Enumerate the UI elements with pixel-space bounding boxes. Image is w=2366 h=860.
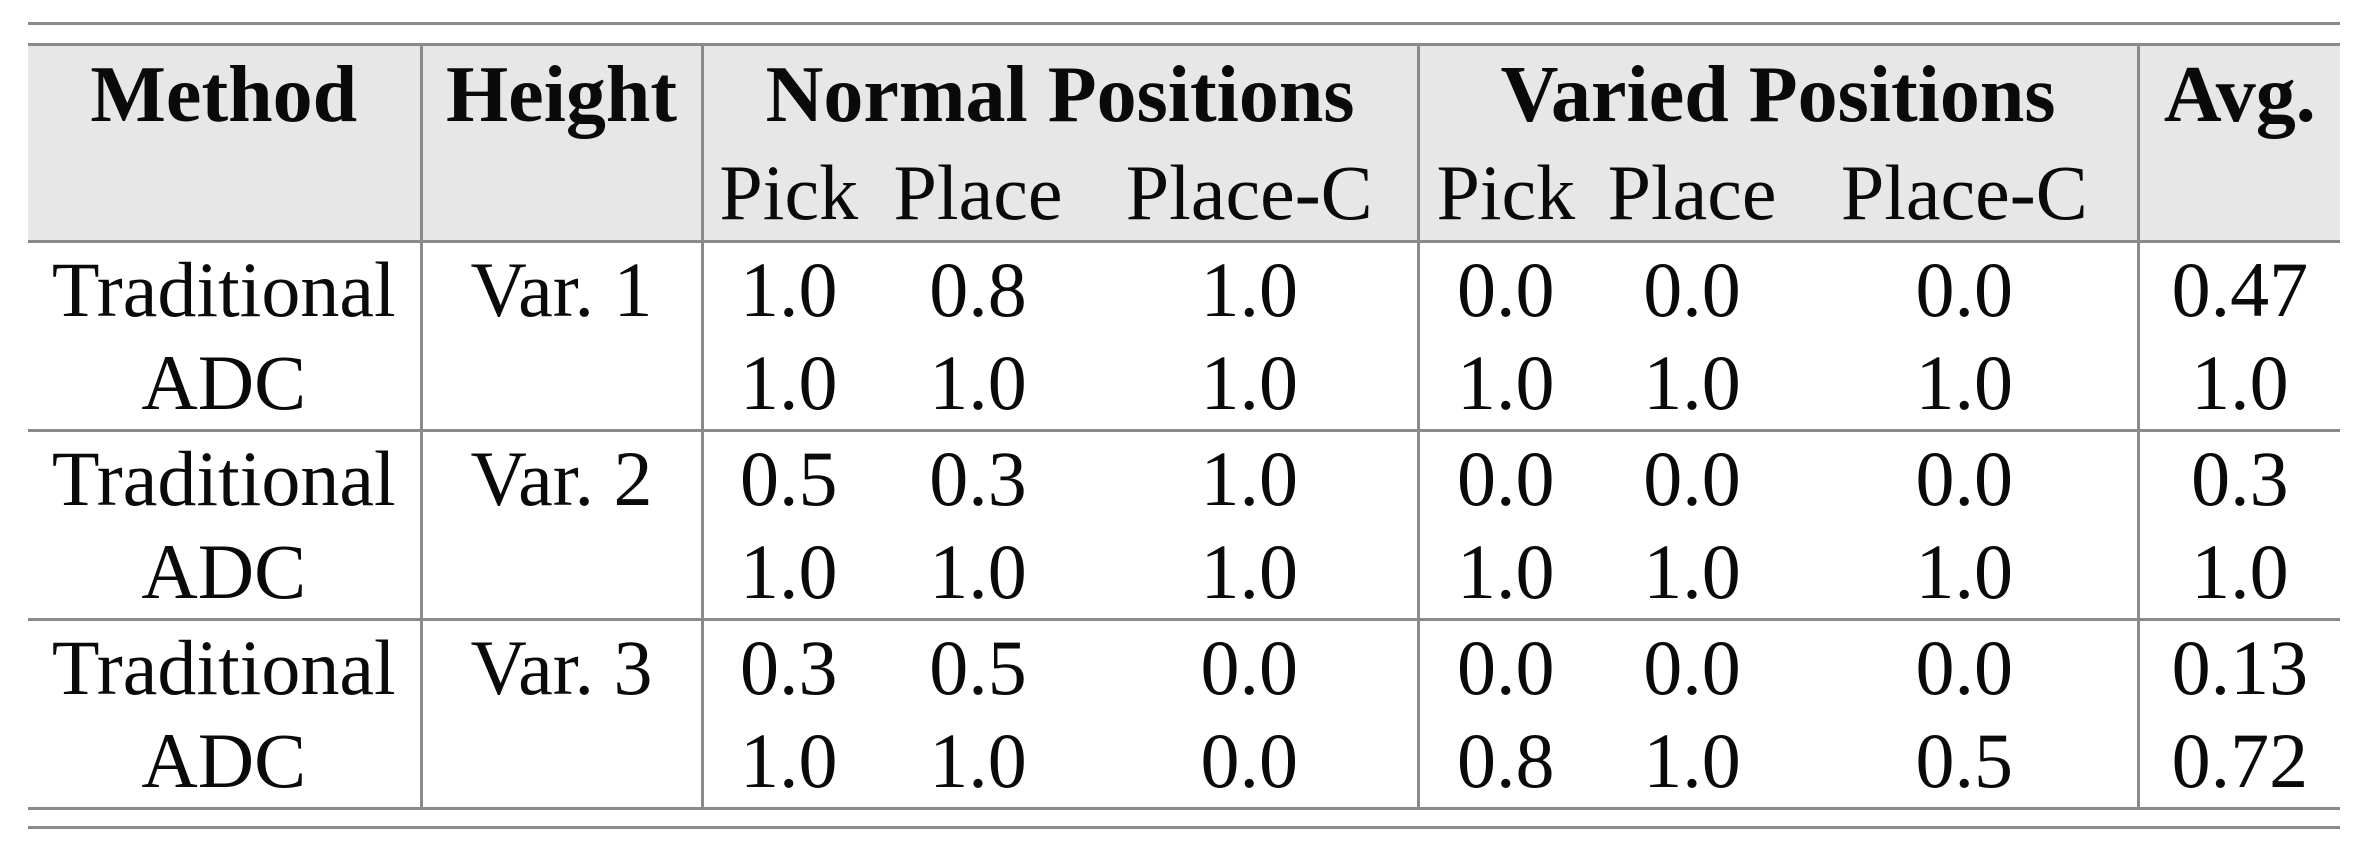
method-cell: ADC: [28, 714, 423, 810]
value-cell: 0.3: [874, 430, 1082, 525]
avg-cell: 0.13: [2138, 619, 2341, 714]
method-cell: ADC: [28, 525, 423, 621]
subheader-normal-pick: Pick: [702, 145, 874, 243]
value-cell: 0.0: [1792, 430, 2140, 525]
value-cell: 1.0: [1082, 525, 1420, 621]
subheader-varied-place-c: Place-C: [1792, 145, 2140, 243]
subheader-varied-pick: Pick: [1418, 145, 1593, 243]
value-cell: 1.0: [1792, 525, 2140, 621]
group-header-varied-positions: Varied Positions: [1418, 44, 2140, 145]
avg-cell: 0.3: [2138, 430, 2341, 525]
subheader-normal-place-c: Place-C: [1082, 145, 1420, 243]
value-cell: 1.0: [1082, 336, 1420, 432]
method-cell: Traditional: [28, 619, 423, 714]
table-row: ADC 1.0 1.0 1.0 1.0 1.0 1.0 1.0: [28, 336, 2341, 432]
paper-table-figure: Method Height Normal Positions Varied Po…: [28, 22, 2341, 829]
header-row-sub: Pick Place Place-C Pick Place Place-C: [28, 145, 2340, 243]
table-row: ADC 1.0 1.0 0.0 0.8 1.0 0.5 0.72: [28, 714, 2341, 810]
value-cell: 1.0: [702, 714, 874, 810]
height-cell: Var. 3: [421, 619, 704, 810]
value-cell: 0.5: [1792, 714, 2140, 810]
table-row: Traditional Var. 3 0.3 0.5 0.0 0.0 0.0 0…: [28, 619, 2341, 810]
value-cell: 1.0: [702, 241, 874, 336]
avg-cell: 1.0: [2138, 525, 2341, 621]
method-cell: Traditional: [28, 241, 423, 336]
value-cell: 1.0: [874, 336, 1082, 432]
table-row: Traditional Var. 1 1.0 0.8 1.0 0.0 0.0 0…: [28, 241, 2341, 432]
value-cell: 1.0: [1792, 336, 2140, 432]
value-cell: 1.0: [1592, 714, 1793, 810]
col-header-height: Height: [421, 44, 704, 243]
value-cell: 0.0: [1592, 241, 1793, 336]
avg-cell: 0.47: [2138, 241, 2341, 336]
value-cell: 1.0: [1082, 241, 1420, 336]
col-header-method: Method: [28, 44, 423, 243]
value-cell: 0.5: [702, 430, 874, 525]
value-cell: 0.0: [1418, 241, 1593, 336]
value-cell: 1.0: [874, 714, 1082, 810]
method-cell: Traditional: [28, 430, 423, 525]
subheader-normal-place: Place: [874, 145, 1082, 243]
value-cell: 0.8: [1418, 714, 1593, 810]
method-cell: ADC: [28, 336, 423, 432]
value-cell: 0.0: [1082, 619, 1420, 714]
value-cell: 0.0: [1418, 430, 1593, 525]
col-header-avg: Avg.: [2138, 44, 2341, 243]
value-cell: 0.0: [1082, 714, 1420, 810]
value-cell: 0.0: [1592, 430, 1793, 525]
avg-cell: 1.0: [2138, 336, 2341, 432]
bottom-double-rule-outer: [28, 826, 2340, 829]
value-cell: 1.0: [1082, 430, 1420, 525]
value-cell: 0.8: [874, 241, 1082, 336]
value-cell: 1.0: [1592, 525, 1793, 621]
value-cell: 1.0: [1418, 336, 1593, 432]
value-cell: 0.0: [1418, 619, 1593, 714]
group-header-normal-positions: Normal Positions: [702, 44, 1420, 145]
table-row: ADC 1.0 1.0 1.0 1.0 1.0 1.0 1.0: [28, 525, 2341, 621]
value-cell: 1.0: [702, 336, 874, 432]
value-cell: 1.0: [874, 525, 1082, 621]
value-cell: 0.5: [874, 619, 1082, 714]
value-cell: 0.3: [702, 619, 874, 714]
table-row: Traditional Var. 2 0.5 0.3 1.0 0.0 0.0 0…: [28, 430, 2341, 621]
avg-cell: 0.72: [2138, 714, 2341, 810]
value-cell: 0.0: [1792, 619, 2140, 714]
subheader-varied-place: Place: [1592, 145, 1793, 243]
top-double-rule-outer: [28, 22, 2340, 25]
value-cell: 1.0: [1592, 336, 1793, 432]
height-cell: Var. 1: [421, 241, 704, 432]
value-cell: 1.0: [1418, 525, 1593, 621]
header-row-groups: Method Height Normal Positions Varied Po…: [28, 44, 2341, 243]
value-cell: 1.0: [702, 525, 874, 621]
results-table: Method Height Normal Positions Varied Po…: [28, 43, 2341, 810]
height-cell: Var. 2: [421, 430, 704, 621]
value-cell: 0.0: [1792, 241, 2140, 336]
value-cell: 0.0: [1592, 619, 1793, 714]
